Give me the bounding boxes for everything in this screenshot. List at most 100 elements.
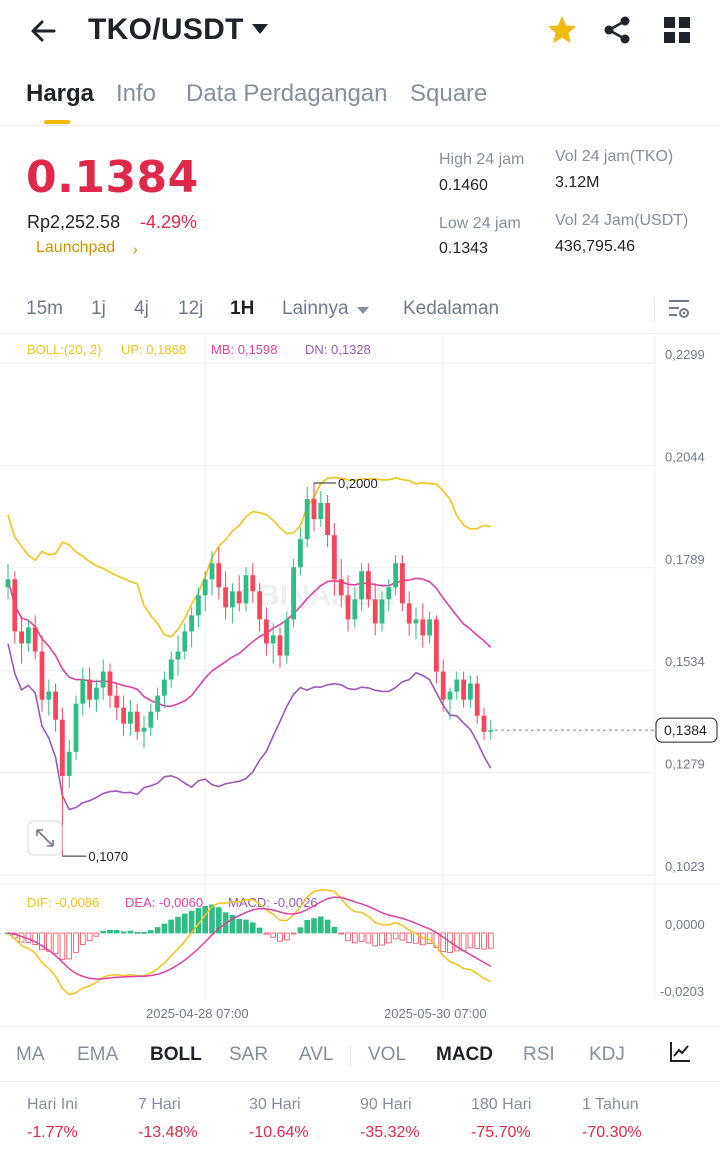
- indicator-ema[interactable]: EMA: [77, 1044, 119, 1065]
- candle-body: [461, 679, 466, 700]
- perf-value-today: -1.77%: [27, 1124, 78, 1141]
- indicator-macd[interactable]: MACD: [436, 1044, 493, 1065]
- candle-body: [114, 695, 120, 708]
- perf-label-90d: 90 Hari: [360, 1096, 412, 1113]
- candle-body: [393, 563, 398, 588]
- macd-histogram-bar: [317, 916, 324, 934]
- price-axis-label: 0,2299: [665, 347, 705, 362]
- candle-body: [338, 579, 344, 596]
- indicator-avl[interactable]: AVL: [299, 1044, 334, 1065]
- candle-body: [427, 619, 432, 636]
- interval-selector: 15m 1j 4j 12j 1H Lainnya Kedalaman: [0, 288, 720, 334]
- pair-title[interactable]: TKO/USDT: [88, 13, 244, 46]
- macd-histogram-bar: [80, 932, 86, 946]
- candle-body: [277, 635, 283, 656]
- price-axis-label: 0,2044: [665, 449, 705, 464]
- depth-tab[interactable]: Kedalaman: [403, 298, 500, 319]
- perf-label-30d: 30 Hari: [249, 1096, 301, 1113]
- macd-histogram-bar: [73, 932, 79, 953]
- macd-dif-line: [7, 889, 492, 996]
- indicator-ma[interactable]: MA: [16, 1044, 45, 1065]
- low-value: 0.1343: [439, 240, 488, 257]
- macd-histogram-bar: [467, 932, 474, 949]
- macd-histogram-bar: [324, 919, 331, 934]
- price-axis-label: 0,1534: [665, 654, 705, 669]
- indicator-rsi[interactable]: RSI: [523, 1044, 555, 1065]
- indicator-sar[interactable]: SAR: [229, 1044, 269, 1065]
- back-arrow-icon[interactable]: [28, 16, 58, 46]
- macd-histogram-bar: [297, 927, 304, 934]
- candle-body: [94, 687, 99, 700]
- launchpad-tag[interactable]: Launchpad: [36, 239, 116, 256]
- candle-body: [440, 671, 446, 700]
- macd-histogram-bar: [141, 931, 147, 934]
- macd-dea-value: DEA: -0,0060: [125, 895, 203, 910]
- candle-body: [352, 599, 358, 620]
- macd-histogram-bar: [147, 930, 154, 934]
- macd-histogram-bar: [256, 927, 263, 934]
- candle-body: [291, 567, 296, 620]
- macd-histogram-bar: [39, 932, 45, 951]
- candle-body: [345, 595, 351, 620]
- share-icon[interactable]: [601, 14, 633, 46]
- vol-base-value: 3.12M: [555, 174, 600, 191]
- macd-histogram-bar: [107, 929, 113, 934]
- perf-label-7d: 7 Hari: [138, 1096, 181, 1113]
- chart-settings-icon[interactable]: [667, 297, 691, 321]
- macd-histogram-bar: [120, 931, 127, 934]
- interval-1j[interactable]: 1j: [91, 298, 106, 319]
- candle-body: [243, 575, 249, 604]
- min-marker-label: 0,1070: [88, 849, 128, 864]
- star-icon[interactable]: [546, 14, 578, 46]
- perf-value-90d: -35.32%: [360, 1124, 420, 1141]
- caret-down-icon[interactable]: [250, 22, 270, 36]
- indicator-vol[interactable]: VOL: [368, 1044, 407, 1065]
- indicator-settings-icon[interactable]: [668, 1040, 692, 1064]
- interval-more[interactable]: Lainnya: [282, 298, 349, 319]
- boll-mb-value: MB: 0,1598: [211, 342, 278, 357]
- candle-body: [107, 671, 113, 696]
- macd-histogram-bar: [440, 932, 446, 953]
- current-price-tag: [655, 717, 718, 743]
- fiat-price: Rp2,252.58: [27, 212, 121, 232]
- macd-histogram-bar: [229, 915, 236, 934]
- candle-body: [325, 503, 330, 536]
- candle-body: [264, 619, 269, 644]
- interval-12j[interactable]: 12j: [178, 298, 204, 319]
- tab-harga[interactable]: Harga: [26, 80, 95, 107]
- interval-1h[interactable]: 1H: [230, 298, 255, 319]
- interval-15m[interactable]: 15m: [26, 298, 63, 319]
- tab-info[interactable]: Info: [116, 80, 157, 107]
- divider: [654, 298, 655, 322]
- candle-body: [134, 711, 140, 732]
- macd-histogram-bar: [32, 932, 38, 945]
- candle-body: [32, 627, 38, 652]
- macd-histogram-bar: [406, 932, 412, 943]
- tab-square[interactable]: Square: [410, 80, 488, 107]
- candle-body: [39, 651, 45, 700]
- candle-body: [379, 599, 385, 624]
- macd-histogram-bar: [338, 932, 344, 935]
- macd-histogram-bar: [52, 932, 59, 955]
- price-axis-label: 0,1023: [665, 859, 705, 874]
- tab-data-perdagangan[interactable]: Data Perdagangan: [186, 80, 388, 107]
- macd-histogram-bar: [93, 932, 100, 937]
- candlestick-chart[interactable]: 0,22990,20440,17890,15340,12790,1023BINA…: [0, 335, 720, 1025]
- macd-histogram-bar: [263, 932, 270, 935]
- indicator-boll[interactable]: BOLL: [150, 1044, 202, 1065]
- macd-histogram-bar: [304, 919, 310, 934]
- candle-body: [236, 591, 242, 604]
- candle-body: [488, 730, 494, 732]
- price-chart[interactable]: 0,2299 0,2044 0,1789 0,1534 0,1279 0,1023 BINA…: [0, 335, 720, 1025]
- macd-histogram-bar: [379, 932, 385, 946]
- macd-histogram-bar: [399, 932, 406, 941]
- macd-histogram-bar: [351, 932, 358, 944]
- macd-histogram-bar: [127, 930, 134, 934]
- grid-icon[interactable]: [663, 16, 691, 44]
- macd-histogram-bar: [481, 932, 487, 950]
- interval-4j[interactable]: 4j: [134, 298, 149, 319]
- macd-histogram-bar: [290, 932, 297, 935]
- candle-body: [372, 599, 378, 624]
- indicator-kdj[interactable]: KDJ: [589, 1044, 625, 1065]
- candle-body: [318, 503, 324, 520]
